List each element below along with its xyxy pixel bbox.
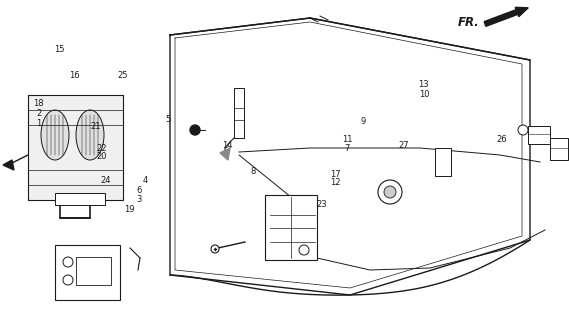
Polygon shape bbox=[170, 18, 530, 295]
Polygon shape bbox=[3, 160, 14, 170]
Circle shape bbox=[211, 245, 219, 253]
Text: 6: 6 bbox=[137, 186, 142, 195]
Text: FR.: FR. bbox=[458, 15, 480, 28]
Text: 15: 15 bbox=[55, 45, 65, 54]
Bar bbox=[550, 138, 568, 160]
Bar bbox=[435, 148, 451, 176]
Text: 9: 9 bbox=[360, 117, 366, 126]
Text: 4: 4 bbox=[142, 176, 148, 185]
Text: 23: 23 bbox=[316, 200, 327, 209]
Text: 10: 10 bbox=[419, 90, 429, 99]
Text: 3: 3 bbox=[137, 196, 142, 204]
Text: 5: 5 bbox=[165, 116, 171, 124]
Text: 7: 7 bbox=[344, 144, 350, 153]
Circle shape bbox=[63, 275, 73, 285]
Text: 12: 12 bbox=[331, 178, 341, 187]
Ellipse shape bbox=[76, 110, 104, 160]
Text: 8: 8 bbox=[250, 167, 256, 176]
Text: 24: 24 bbox=[100, 176, 110, 185]
Text: 22: 22 bbox=[96, 144, 106, 153]
Circle shape bbox=[378, 180, 402, 204]
Text: 13: 13 bbox=[419, 80, 429, 89]
Text: 20: 20 bbox=[96, 152, 106, 161]
Bar bbox=[265, 195, 317, 260]
Bar bbox=[55, 245, 120, 300]
Circle shape bbox=[384, 186, 396, 198]
Bar bbox=[528, 126, 550, 144]
Bar bbox=[234, 88, 244, 138]
Text: 19: 19 bbox=[125, 205, 135, 214]
Text: 14: 14 bbox=[222, 141, 233, 150]
Circle shape bbox=[299, 245, 309, 255]
Bar bbox=[55, 193, 105, 205]
Bar bbox=[76, 257, 111, 285]
Text: 18: 18 bbox=[34, 100, 44, 108]
Circle shape bbox=[190, 125, 200, 135]
Text: 2: 2 bbox=[36, 109, 42, 118]
Text: 27: 27 bbox=[399, 141, 409, 150]
Text: 21: 21 bbox=[90, 122, 101, 131]
Circle shape bbox=[518, 125, 528, 135]
Text: 17: 17 bbox=[331, 170, 341, 179]
FancyArrow shape bbox=[484, 7, 528, 26]
Polygon shape bbox=[220, 148, 230, 160]
Text: 11: 11 bbox=[342, 135, 352, 144]
Text: 16: 16 bbox=[69, 71, 79, 80]
Text: 26: 26 bbox=[497, 135, 507, 144]
Bar bbox=[28, 95, 123, 200]
Circle shape bbox=[63, 257, 73, 267]
Text: 1: 1 bbox=[36, 119, 42, 128]
Text: 25: 25 bbox=[117, 71, 127, 80]
Ellipse shape bbox=[41, 110, 69, 160]
